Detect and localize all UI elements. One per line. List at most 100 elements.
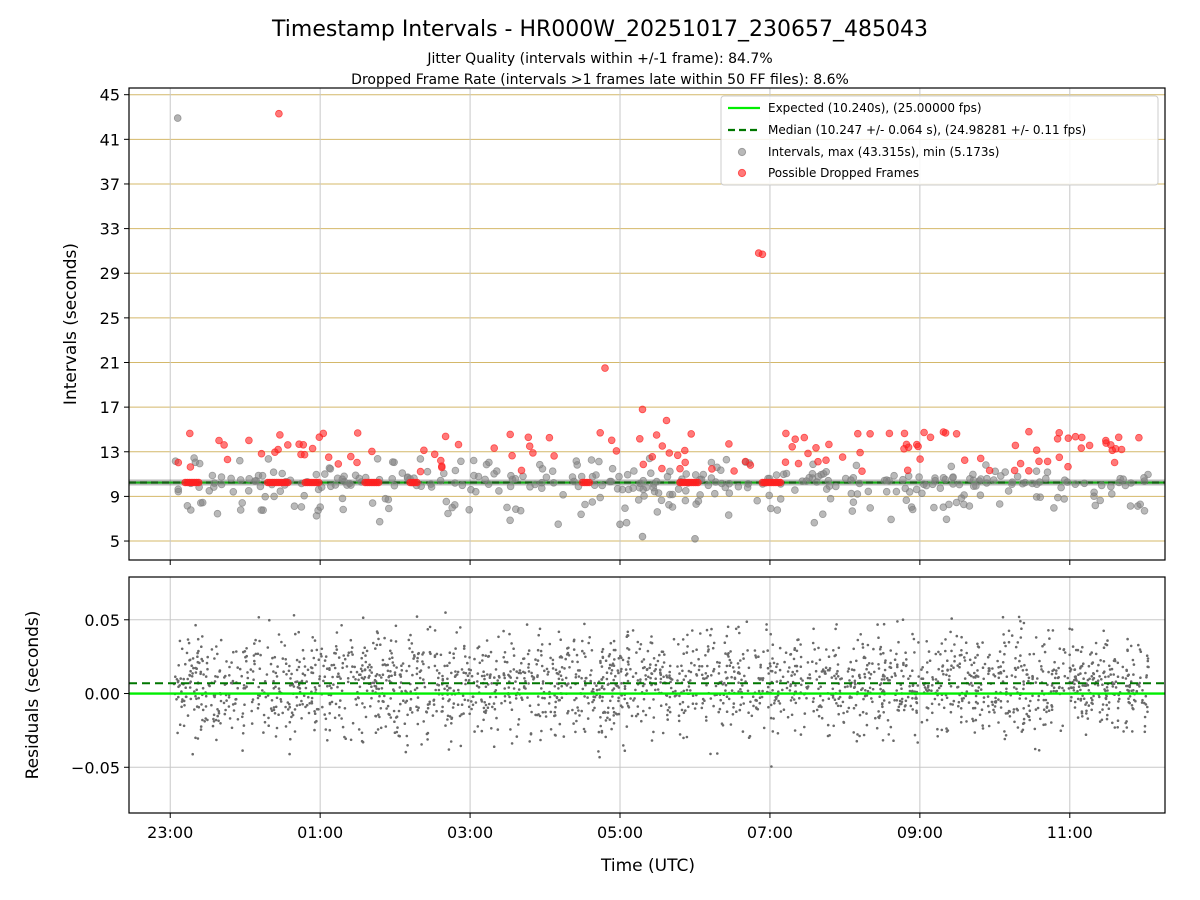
interval-point [297, 503, 306, 511]
residual-point [1134, 699, 1137, 703]
residual-point [613, 658, 616, 661]
residual-point [988, 653, 991, 657]
residual-point [749, 700, 752, 704]
residual-point [766, 649, 769, 652]
residual-point [559, 638, 562, 641]
dropped-frame-point [585, 478, 594, 487]
residual-point [987, 672, 990, 676]
dropped-frame-point [791, 435, 799, 444]
residual-point [739, 688, 742, 691]
residual-point [697, 657, 700, 661]
residual-point [421, 660, 424, 663]
residual-point [652, 657, 656, 660]
residual-point [718, 661, 721, 665]
residual-point [971, 684, 974, 687]
interval-point [1136, 500, 1144, 509]
residual-point [783, 660, 786, 664]
residual-point [636, 712, 640, 716]
residual-point [1068, 627, 1071, 631]
residual-point [324, 728, 328, 731]
residual-point [836, 675, 840, 678]
residual-point [512, 687, 516, 690]
interval-point [657, 496, 666, 505]
residual-point [1073, 682, 1076, 686]
residual-point [503, 695, 507, 698]
residual-point [757, 655, 760, 658]
residual-point [351, 665, 354, 668]
residual-point [444, 724, 447, 727]
residual-point [514, 697, 518, 700]
dropped-frame-point [283, 441, 292, 449]
residual-point [705, 683, 708, 687]
residual-point [588, 636, 591, 639]
residual-point [284, 662, 288, 665]
residual-point [994, 696, 997, 700]
residual-point [914, 697, 917, 700]
interval-point [549, 478, 558, 487]
residual-point [568, 666, 571, 669]
dropped-frame-point [550, 452, 558, 460]
dropped-frame-point [812, 443, 820, 452]
residual-point [903, 705, 907, 708]
residual-point [991, 703, 994, 706]
residual-point [738, 631, 741, 635]
residual-point [772, 661, 776, 665]
residual-point [721, 724, 725, 727]
residual-point [522, 686, 526, 689]
residual-point [538, 627, 542, 631]
interval-point [261, 492, 270, 501]
residual-point [204, 705, 208, 708]
residual-point [895, 652, 898, 656]
residual-point [717, 672, 721, 675]
dropped-frame-point [782, 429, 790, 438]
residual-point [761, 678, 764, 682]
residual-point [250, 700, 254, 704]
residual-point [1087, 689, 1091, 692]
interval-point [1021, 478, 1029, 487]
residual-point [574, 730, 577, 734]
dropped-frame-point [420, 446, 428, 455]
residual-point [509, 670, 512, 673]
residual-point [738, 672, 741, 675]
residual-point [1085, 701, 1088, 704]
residual-point [832, 724, 835, 728]
dropped-frame-point [324, 453, 333, 462]
residual-point [1079, 650, 1083, 653]
residual-point [759, 663, 762, 667]
residual-point [1107, 701, 1111, 704]
dropped-frame-point [174, 458, 183, 467]
residual-point [482, 718, 485, 722]
residual-point [865, 694, 869, 697]
residual-point [224, 708, 227, 712]
dropped-frame-point [708, 465, 716, 473]
residual-point [911, 708, 914, 711]
residual-point [747, 711, 750, 714]
residual-point [925, 640, 928, 643]
legend-expected-label: Expected (10.240s), (25.00000 fps) [768, 101, 982, 115]
residual-point [540, 687, 543, 690]
residual-point [492, 745, 496, 748]
interval-point [972, 482, 980, 490]
residual-point [976, 642, 979, 646]
residuals-points [172, 611, 1150, 768]
dropped-frame-point [725, 440, 733, 448]
interval-point [388, 474, 397, 483]
residual-point [735, 710, 738, 713]
residual-point [227, 696, 231, 699]
residual-point [541, 682, 545, 685]
residual-point [320, 655, 323, 658]
residual-point [177, 685, 180, 689]
residual-point [286, 708, 290, 711]
residual-point [1116, 726, 1119, 729]
residual-point [974, 694, 978, 698]
residual-point [489, 650, 493, 654]
dropped-frame-point [186, 429, 194, 438]
interval-point [559, 490, 567, 499]
residual-point [374, 714, 377, 718]
interval-point [615, 472, 623, 481]
residual-point [591, 700, 594, 704]
residual-point [228, 717, 232, 720]
residual-point [293, 730, 297, 733]
residual-point [1084, 733, 1088, 736]
residual-point [416, 660, 419, 663]
